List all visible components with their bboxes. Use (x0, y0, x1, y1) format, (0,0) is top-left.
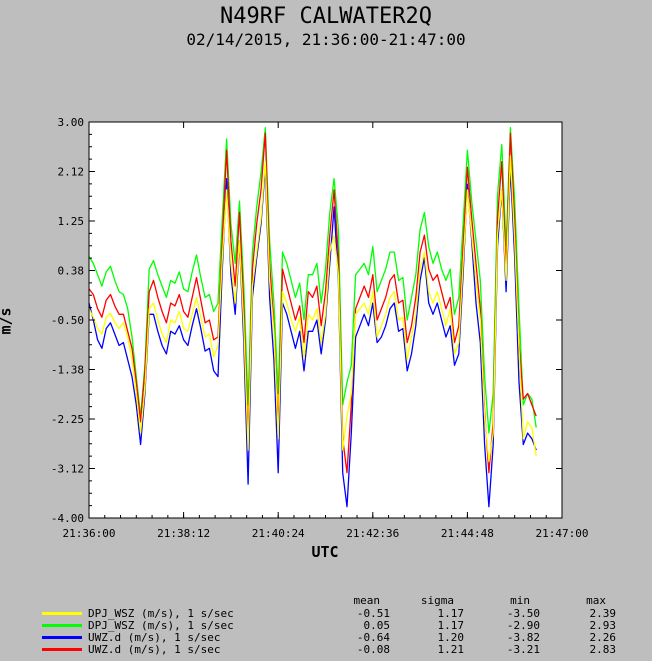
y-tick-label: -0.50 (51, 314, 84, 327)
legend-sigma: 1.17 (437, 607, 465, 620)
y-tick-label: 1.25 (58, 215, 85, 228)
x-tick-label: 21:40:24 (252, 527, 305, 540)
legend-min: -2.90 (506, 619, 540, 632)
legend-sigma: 1.20 (437, 631, 465, 644)
series-line-1 (88, 127, 537, 434)
series-line-0 (88, 155, 537, 463)
y-tick-label: -3.12 (51, 463, 84, 476)
legend-mean: 0.05 (363, 619, 391, 632)
legend-row-uwz-blue: UWZ.d (m/s), 1 s/sec -0.64 1.20 -3.82 2.… (40, 631, 640, 644)
legend-swatch (42, 636, 82, 639)
chart-subtitle: 02/14/2015, 21:36:00-21:47:00 (186, 30, 466, 49)
legend-max: 2.93 (589, 619, 617, 632)
legend-max: 2.83 (589, 643, 617, 656)
legend-mean: -0.64 (356, 631, 390, 644)
legend-sigma: 1.21 (437, 643, 465, 656)
y-tick-label: -1.38 (51, 364, 84, 377)
x-tick-label: 21:42:36 (346, 527, 399, 540)
legend-swatch (42, 612, 82, 615)
x-tick-label: 21:47:00 (536, 527, 589, 540)
series-line-3 (88, 132, 537, 474)
chart-title: N49RF CALWATER2Q (220, 4, 432, 29)
legend-sigma: 1.17 (437, 619, 465, 632)
legend-row-uwz-red: UWZ.d (m/s), 1 s/sec -0.08 1.21 -3.21 2.… (40, 643, 640, 656)
x-tick-label: 21:36:00 (63, 527, 116, 540)
x-tick-label: 21:38:12 (157, 527, 210, 540)
y-tick-label: -4.00 (51, 512, 84, 525)
y-axis-label: m/s (0, 307, 15, 335)
stat-header-min: min (510, 594, 530, 607)
legend-min: -3.82 (506, 631, 540, 644)
plot-area: 3.00 2.12 1.25 0.38 -0.50 -1.38 -2.25 -3.12 -4.0… (51, 116, 589, 540)
y-tick-label: 2.12 (58, 166, 85, 179)
x-axis-label: UTC (311, 543, 339, 561)
y-tick-label: 0.38 (58, 265, 85, 278)
x-tick-label: 21:44:48 (441, 527, 494, 540)
stat-header-sigma: sigma (420, 594, 454, 607)
legend-label: UWZ.d (m/s), 1 s/sec (88, 643, 221, 656)
legend-max: 2.39 (589, 607, 617, 620)
legend-label: UWZ.d (m/s), 1 s/sec (88, 631, 221, 644)
legend-mean: -0.08 (356, 643, 390, 656)
legend-label: DPJ_WSZ (m/s), 1 s/sec (88, 607, 234, 620)
stat-header-max: max (586, 594, 606, 607)
legend-row-dpj-wsz-yellow: DPJ_WSZ (m/s), 1 s/sec -0.51 1.17 -3.50 … (40, 607, 640, 620)
legend-mean: -0.51 (356, 607, 390, 620)
y-tick-label: -2.25 (51, 413, 84, 426)
legend-min: -3.50 (506, 607, 540, 620)
stat-header-mean: mean (353, 594, 381, 607)
legend-label: DPJ_WSZ (m/s), 1 s/sec (88, 619, 234, 632)
y-tick-label: 3.00 (58, 116, 85, 129)
legend-max: 2.26 (589, 631, 617, 644)
legend-min: -3.21 (506, 643, 540, 656)
legend-row-dpj-wsz-green: DPJ_WSZ (m/s), 1 s/sec 0.05 1.17 -2.90 2… (40, 619, 640, 632)
legend-swatch (42, 624, 82, 627)
legend-swatch (42, 648, 82, 651)
